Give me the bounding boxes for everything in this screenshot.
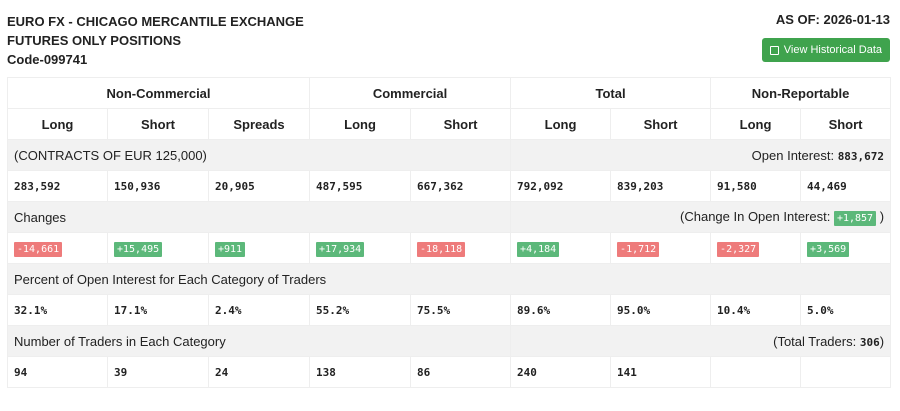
percent-label: Percent of Open Interest for Each Catego… — [6, 263, 892, 295]
cell-percent: 55.2% — [309, 294, 412, 326]
title-line2: FUTURES ONLY POSITIONS — [7, 33, 182, 48]
change-badge: +3,569 — [807, 241, 850, 257]
cell-percent: 89.6% — [510, 294, 612, 326]
column-header: Long — [309, 108, 412, 140]
change-badge: -1,712 — [617, 241, 660, 257]
cell-positions: 20,905 — [207, 170, 311, 202]
cell-change: +15,495 — [107, 232, 209, 264]
cell-positions: 150,936 — [107, 170, 209, 202]
cell-traders — [800, 356, 892, 388]
column-header: Short — [410, 108, 512, 140]
traders-label: Number of Traders in Each Category — [6, 325, 512, 357]
change-badge: -2,327 — [717, 241, 760, 257]
cell-percent: 10.4% — [710, 294, 802, 326]
code: Code-099741 — [7, 52, 88, 67]
column-header: Short — [107, 108, 209, 140]
cell-change: +3,569 — [800, 232, 892, 264]
cell-change: -18,118 — [410, 232, 512, 264]
cell-traders: 39 — [107, 356, 209, 388]
cell-percent: 75.5% — [410, 294, 512, 326]
column-header: Long — [710, 108, 802, 140]
cell-positions: 839,203 — [610, 170, 712, 202]
title-line1: EURO FX - CHICAGO MERCANTILE EXCHANGE — [7, 14, 304, 29]
column-header: Short — [800, 108, 892, 140]
column-header: Short — [610, 108, 712, 140]
cell-percent: 32.1% — [7, 294, 108, 326]
cell-traders: 24 — [207, 356, 311, 388]
group-header: Non-Commercial — [6, 77, 311, 109]
cell-percent: 17.1% — [107, 294, 209, 326]
cell-positions: 91,580 — [710, 170, 802, 202]
button-label: View Historical Data — [783, 44, 882, 56]
cell-change: -2,327 — [710, 232, 802, 264]
change-badge: +15,495 — [114, 241, 163, 257]
change-open-interest: (Change In Open Interest: +1,857 ) — [510, 201, 892, 233]
cell-traders — [710, 356, 802, 388]
view-historical-data-button[interactable]: View Historical Data — [761, 38, 890, 62]
column-header: Long — [510, 108, 612, 140]
change-badge: +17,934 — [316, 241, 365, 257]
cell-change: -14,661 — [7, 232, 108, 264]
report-title: EURO FX - CHICAGO MERCANTILE EXCHANGE FU… — [7, 12, 304, 69]
cell-positions: 792,092 — [510, 170, 612, 202]
open-interest: Open Interest: 883,672 — [510, 139, 892, 171]
cell-change: +911 — [207, 232, 311, 264]
contracts-label: (CONTRACTS OF EUR 125,000) — [6, 139, 512, 171]
total-traders: (Total Traders: 306) — [510, 325, 892, 357]
changes-label: Changes — [6, 201, 512, 233]
cell-positions: 44,469 — [800, 170, 892, 202]
group-header: Non-Reportable — [710, 77, 892, 109]
cell-percent: 5.0% — [800, 294, 892, 326]
cell-change: +17,934 — [309, 232, 412, 264]
cell-positions: 667,362 — [410, 170, 512, 202]
cell-percent: 2.4% — [207, 294, 311, 326]
column-header: Long — [7, 108, 108, 140]
change-badge: -14,661 — [14, 241, 63, 257]
as-of-date: AS OF: 2026-01-13 — [775, 12, 890, 27]
change-badge: +911 — [215, 241, 246, 257]
cell-traders: 86 — [410, 356, 512, 388]
group-header: Total — [510, 77, 712, 109]
cell-percent: 95.0% — [610, 294, 712, 326]
cell-traders: 141 — [610, 356, 712, 388]
calendar-icon — [769, 45, 779, 55]
cell-change: -1,712 — [610, 232, 712, 264]
cell-positions: 283,592 — [7, 170, 108, 202]
change-badge: +4,184 — [517, 241, 560, 257]
change-badge: -18,118 — [417, 241, 466, 257]
cot-table: Non-Commercial Commercial Total Non-Reporta… — [6, 77, 892, 388]
cell-traders: 94 — [7, 356, 108, 388]
cell-positions: 487,595 — [309, 170, 412, 202]
cell-traders: 138 — [309, 356, 412, 388]
column-header: Spreads — [207, 108, 311, 140]
group-header: Commercial — [309, 77, 512, 109]
cell-traders: 240 — [510, 356, 612, 388]
cell-change: +4,184 — [510, 232, 612, 264]
